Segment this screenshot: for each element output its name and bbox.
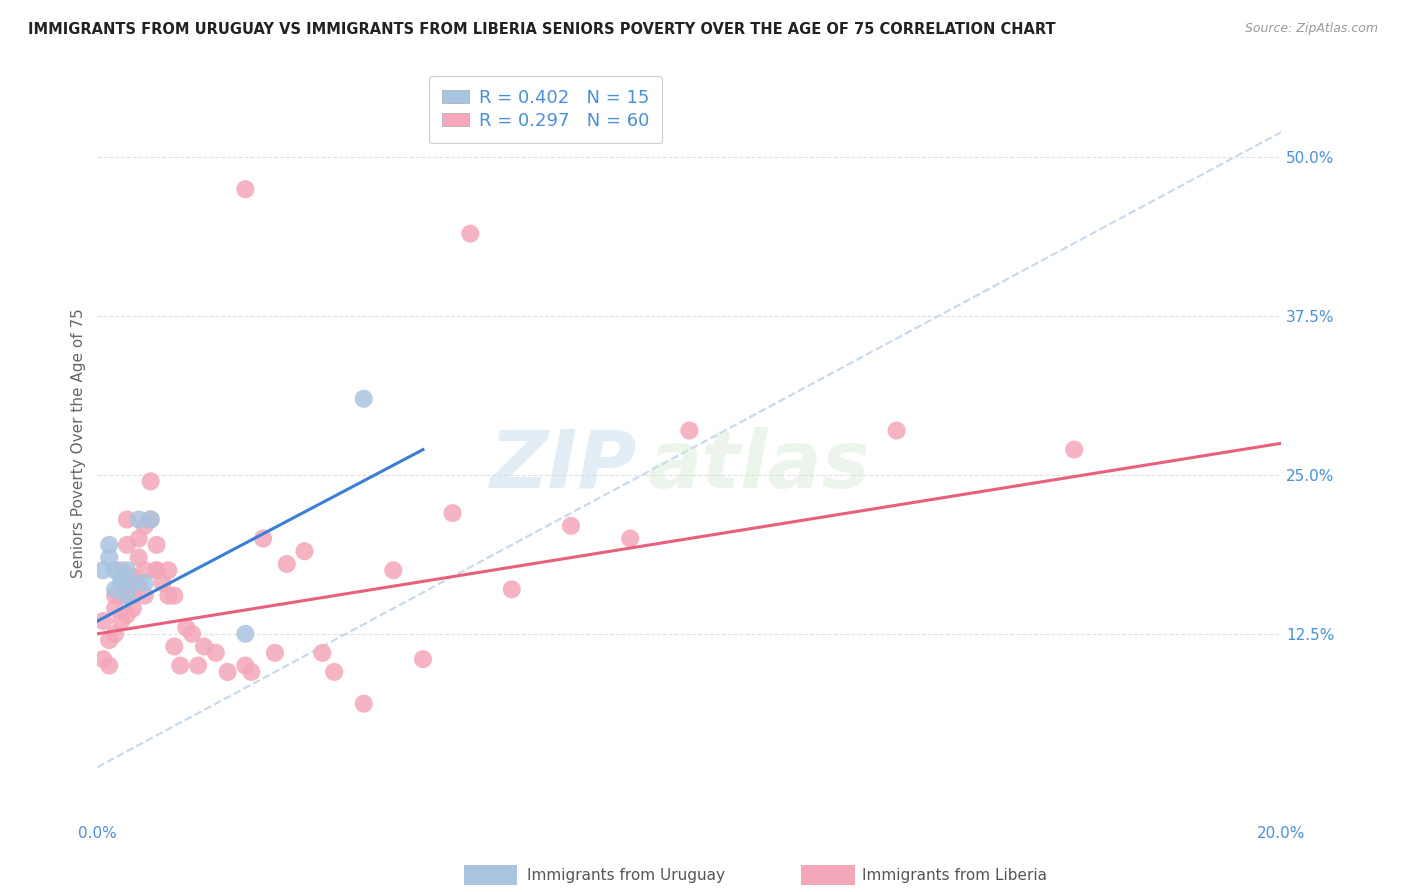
Point [110,569,132,583]
Point [157,563,180,577]
Point [122,601,145,615]
Point [181,627,204,641]
Text: Immigrants from Liberia: Immigrants from Liberia [862,869,1047,883]
Point [560,518,582,533]
Point [139,475,162,489]
Point [193,640,215,654]
Text: atlas: atlas [648,426,870,505]
Point [139,512,162,526]
Point [115,607,138,622]
Point [110,614,132,628]
Point [134,589,156,603]
Text: Immigrants from Uruguay: Immigrants from Uruguay [527,869,725,883]
Point [91,563,114,577]
Point [134,576,156,591]
Point [264,646,287,660]
Point [678,424,700,438]
Point [110,563,132,577]
Point [98,550,121,565]
Point [128,532,150,546]
Point [104,601,127,615]
Point [501,582,523,597]
Point [311,646,333,660]
Point [122,576,145,591]
Point [110,589,132,603]
Point [134,518,156,533]
Point [122,569,145,583]
Point [619,532,641,546]
Point [163,640,186,654]
Point [187,658,209,673]
Point [294,544,316,558]
Point [252,532,274,546]
Point [441,506,464,520]
Point [163,589,186,603]
Point [235,182,257,196]
Point [98,633,121,648]
Point [104,627,127,641]
Point [382,563,405,577]
Point [122,589,145,603]
Point [139,512,162,526]
Point [460,227,482,241]
Point [240,665,263,679]
Point [276,557,298,571]
Point [128,512,150,526]
Point [145,563,167,577]
Point [134,563,156,577]
Point [115,576,138,591]
Point [98,658,121,673]
Point [91,614,114,628]
Point [412,652,434,666]
Point [886,424,908,438]
Point [157,589,180,603]
Legend: R = 0.402   N = 15, R = 0.297   N = 60: R = 0.402 N = 15, R = 0.297 N = 60 [429,76,662,143]
Point [353,697,375,711]
Point [169,658,191,673]
Point [98,538,121,552]
Text: Source: ZipAtlas.com: Source: ZipAtlas.com [1244,22,1378,36]
Point [128,576,150,591]
Point [217,665,239,679]
Point [115,589,138,603]
Point [204,646,226,660]
Point [115,563,138,577]
Point [104,582,127,597]
Point [1063,442,1085,457]
Point [91,652,114,666]
Point [110,576,132,591]
Point [174,620,197,634]
Point [128,550,150,565]
Point [353,392,375,406]
Text: IMMIGRANTS FROM URUGUAY VS IMMIGRANTS FROM LIBERIA SENIORS POVERTY OVER THE AGE : IMMIGRANTS FROM URUGUAY VS IMMIGRANTS FR… [28,22,1056,37]
Point [152,576,174,591]
Point [104,589,127,603]
Point [235,627,257,641]
Point [115,538,138,552]
Y-axis label: Seniors Poverty Over the Age of 75: Seniors Poverty Over the Age of 75 [72,309,86,578]
Point [115,512,138,526]
Point [145,538,167,552]
Point [323,665,346,679]
Point [104,563,127,577]
Point [235,658,257,673]
Text: ZIP: ZIP [489,426,636,505]
Point [145,563,167,577]
